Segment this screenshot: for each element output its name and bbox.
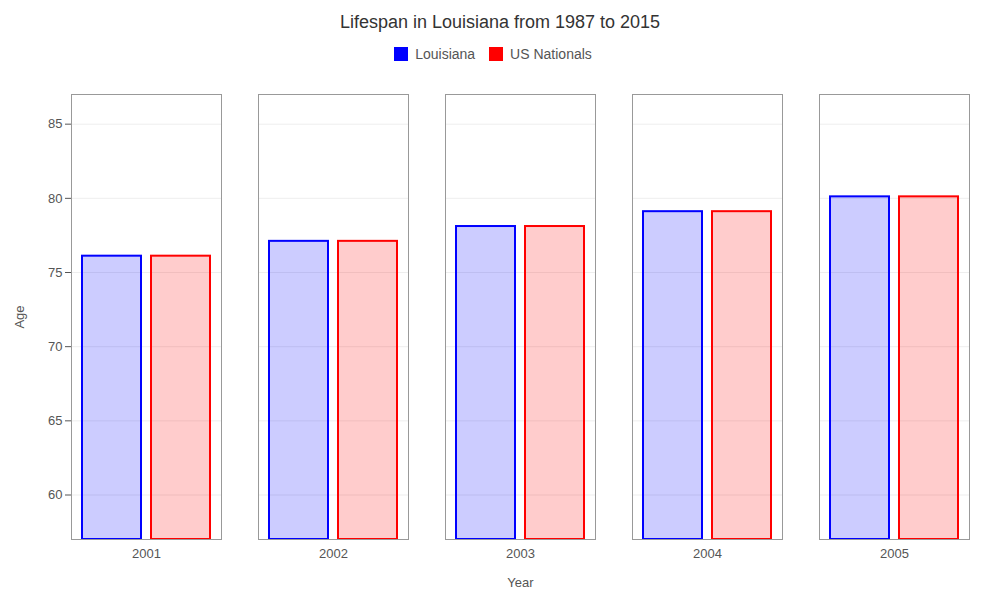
svg-text:80: 80 xyxy=(48,190,62,205)
svg-text:Year: Year xyxy=(507,575,534,590)
html-text:Lifespan in Louisiana from 198: Lifespan in Louisiana from 1987 to 2015 xyxy=(339,12,661,32)
svg-text:2005: 2005 xyxy=(880,546,909,561)
html-text:Louisiana: Louisiana xyxy=(415,45,476,62)
svg-text:2001: 2001 xyxy=(132,546,161,561)
svg-text:75: 75 xyxy=(48,265,62,280)
svg-text:65: 65 xyxy=(48,413,62,428)
svg-text:2002: 2002 xyxy=(319,546,348,561)
svg-text:85: 85 xyxy=(48,116,62,131)
svg-text:70: 70 xyxy=(48,339,62,354)
svg-text:2004: 2004 xyxy=(693,546,722,561)
html-text:US Nationals: US Nationals xyxy=(510,45,592,62)
svg-text:Age: Age xyxy=(12,305,27,328)
svg-text:2003: 2003 xyxy=(506,546,535,561)
svg-text:60: 60 xyxy=(48,487,62,502)
